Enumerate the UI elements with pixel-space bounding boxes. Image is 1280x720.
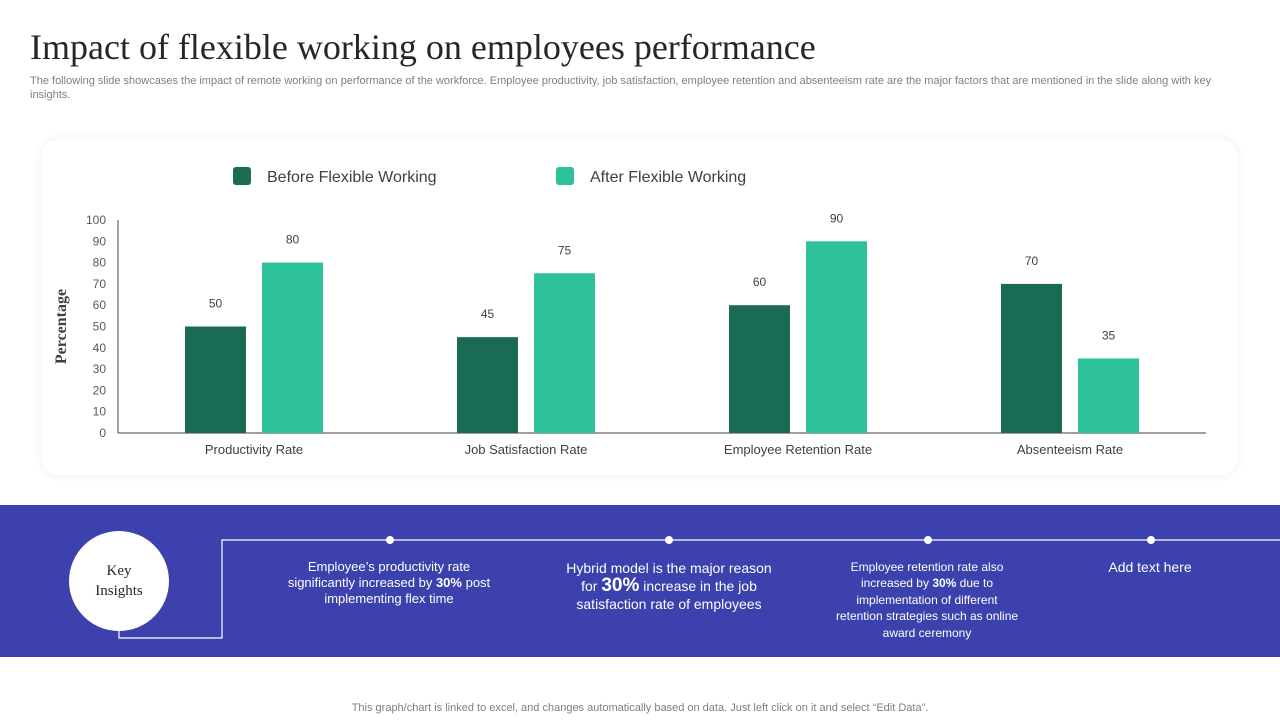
data-label: 70	[1025, 254, 1039, 268]
x-tick-label: Employee Retention Rate	[724, 442, 872, 457]
bar-after	[806, 241, 867, 433]
key-insights-band	[0, 505, 1280, 657]
insight-item-2: Hybrid model is the major reason for 30%…	[564, 559, 774, 613]
y-tick-label: 20	[93, 383, 107, 397]
data-label: 50	[209, 297, 223, 311]
y-tick-label: 50	[93, 320, 107, 334]
y-tick-label: 60	[93, 298, 107, 312]
bar-before	[457, 337, 518, 433]
insight-item-3: Employee retention rate also increased b…	[834, 559, 1020, 641]
y-tick-label: 10	[93, 405, 107, 419]
x-tick-label: Absenteeism Rate	[1017, 442, 1123, 457]
legend-swatch-after	[556, 167, 574, 185]
bar-after	[534, 273, 595, 433]
bar-chart[interactable]: 0 10 20 30 40 50 60 70 80 90 100 Percentage 50 80 Prod…	[41, 139, 1238, 475]
insight-3-post: due to implementation of different reten…	[835, 576, 1019, 640]
insight-4-text: Add text here	[1108, 559, 1192, 575]
y-tick-label: 100	[86, 213, 106, 227]
y-tick-label: 40	[93, 341, 107, 355]
y-axis-title: Percentage	[53, 289, 70, 364]
insight-3-pre: Employee retention rate also increased b…	[850, 560, 1004, 591]
insight-2-post: increase in the job satisfaction rate of…	[576, 578, 762, 612]
page-title: Impact of flexible working on employees …	[30, 27, 816, 67]
y-tick-label: 30	[93, 362, 107, 376]
key-insights-badge: Key Insights	[69, 531, 169, 631]
bar-before	[729, 305, 790, 433]
insight-1-pre: Employee’s productivity rate significant…	[287, 559, 471, 590]
legend-label-after: After Flexible Working	[590, 169, 746, 186]
timeline-dot	[1147, 536, 1155, 544]
legend-label-before: Before Flexible Working	[267, 169, 437, 186]
insight-3-highlight: 30%	[932, 576, 957, 591]
timeline-dot	[924, 536, 932, 544]
insight-item-4[interactable]: Add text here	[1070, 559, 1230, 575]
footer-note: This graph/chart is linked to excel, and…	[351, 702, 929, 714]
insight-1-highlight: 30%	[435, 575, 462, 590]
insight-2-highlight: 30%	[601, 575, 640, 596]
x-tick-label: Productivity Rate	[205, 442, 303, 457]
y-tick-label: 70	[93, 277, 107, 291]
timeline-line	[118, 539, 1280, 639]
insight-1-post: post implementing flex time	[324, 575, 491, 606]
bar-before	[185, 326, 246, 433]
timeline-dot	[665, 536, 673, 544]
bar-after	[1078, 358, 1139, 433]
insight-item-1: Employee’s productivity rate significant…	[282, 559, 496, 607]
timeline-dot	[386, 536, 394, 544]
x-tick-label: Job Satisfaction Rate	[465, 442, 588, 457]
data-label: 35	[1102, 328, 1116, 342]
data-label: 80	[286, 233, 300, 247]
y-tick-label: 80	[93, 256, 107, 270]
legend-swatch-before	[233, 167, 251, 185]
y-tick-label: 0	[99, 426, 106, 440]
bar-after	[262, 262, 323, 433]
chart-card[interactable]: 0 10 20 30 40 50 60 70 80 90 100 Percentage 50 80 Prod…	[41, 139, 1238, 475]
data-label: 60	[753, 275, 767, 289]
insight-2-pre: Hybrid model is the major reason for	[566, 560, 772, 594]
bar-before	[1001, 283, 1062, 433]
data-label: 45	[481, 307, 495, 321]
data-label: 90	[830, 211, 844, 225]
y-tick-label: 90	[93, 234, 107, 248]
data-label: 75	[558, 243, 572, 257]
page-subtitle: The following slide showcases the impact…	[30, 75, 1212, 101]
